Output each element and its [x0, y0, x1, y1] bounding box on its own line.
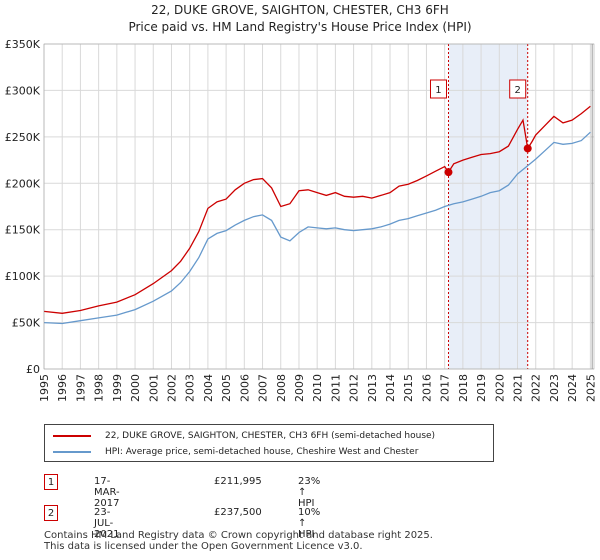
y-tick-label: £50K	[12, 317, 41, 330]
legend-label-hpi: HPI: Average price, semi-detached house,…	[105, 447, 419, 457]
x-tick-label: 2001	[147, 374, 160, 402]
annotation-date: 23-JUL-2021	[94, 507, 120, 540]
chart-title: 22, DUKE GROVE, SAIGHTON, CHESTER, CH3 6…	[151, 3, 449, 17]
footer: Contains HM Land Registry data © Crown c…	[44, 530, 433, 552]
legend: 22, DUKE GROVE, SAIGHTON, CHESTER, CH3 6…	[44, 424, 494, 462]
x-tick-label: 2010	[311, 374, 324, 402]
x-tick-label: 2022	[530, 374, 543, 402]
x-tick-label: 2024	[566, 374, 579, 402]
x-tick-label: 2007	[257, 374, 270, 402]
y-tick-label: £350K	[5, 38, 41, 51]
x-tick-label: 2009	[293, 374, 306, 402]
sale-label: 1	[435, 85, 441, 96]
y-tick-label: £200K	[5, 177, 41, 190]
y-tick-label: £150K	[5, 224, 41, 237]
x-tick-label: 1998	[93, 374, 106, 402]
sale-label-box	[429, 79, 447, 99]
annotation-price: £237,500	[214, 507, 262, 518]
annotation-date: 17-MAR-2017	[94, 476, 120, 509]
x-tick-label: 2023	[548, 374, 561, 402]
sale-label-box	[509, 79, 527, 99]
legend-item-hpi: HPI: Average price, semi-detached house,…	[53, 444, 418, 460]
x-tick-label: 2003	[184, 374, 197, 402]
annotation-badge: 1	[44, 474, 58, 490]
y-tick-label: £0	[26, 363, 40, 376]
footer-line-1: Contains HM Land Registry data © Crown c…	[44, 530, 433, 541]
x-tick-label: 2000	[129, 374, 142, 402]
chart-subtitle: Price paid vs. HM Land Registry's House …	[128, 20, 471, 34]
y-tick-label: £250K	[5, 131, 41, 144]
property-price-line	[43, 105, 591, 314]
x-tick-label: 2016	[420, 374, 433, 402]
x-tick-label: 2020	[493, 374, 506, 402]
legend-swatch-property	[53, 435, 91, 437]
legend-swatch-hpi	[53, 451, 91, 453]
x-tick-label: 2019	[475, 374, 488, 402]
annotation-badge: 2	[44, 505, 58, 521]
annotation-hpi: 10% ↑ HPI	[298, 507, 321, 540]
sale-point	[444, 168, 453, 177]
legend-item-property: 22, DUKE GROVE, SAIGHTON, CHESTER, CH3 6…	[53, 428, 435, 444]
plot-area: £0 £50K £100K £150K £200K £250K £300K £350K 1995…	[5, 38, 598, 402]
x-tick-label: 1999	[111, 374, 124, 402]
x-tick-label: 1996	[56, 374, 69, 402]
x-tick-label: 2018	[457, 374, 470, 402]
x-tick-label: 2006	[238, 374, 251, 402]
y-tick-label: £300K	[5, 84, 41, 97]
x-tick-label: 2012	[348, 374, 361, 402]
chart: 22, DUKE GROVE, SAIGHTON, CHESTER, CH3 6…	[5, 3, 598, 402]
x-tick-label: 2013	[366, 374, 379, 402]
x-tick-label: 2021	[512, 374, 525, 402]
sale-label: 2	[515, 85, 521, 96]
x-tick-label: 2014	[384, 374, 397, 402]
hpi-line	[43, 131, 591, 325]
sale-point	[523, 144, 532, 153]
y-tick-label: £100K	[5, 270, 41, 283]
x-tick-label: 2005	[220, 374, 233, 402]
x-tick-label: 2008	[275, 374, 288, 402]
annotation-hpi: 23% ↑ HPI	[298, 476, 321, 509]
x-tick-label: 2002	[165, 374, 178, 402]
x-tick-label: 2011	[329, 374, 342, 402]
annotation-price: £211,995	[214, 476, 262, 487]
x-tick-label: 2004	[202, 374, 215, 402]
x-tick-label: 2025	[584, 374, 597, 402]
legend-label-property: 22, DUKE GROVE, SAIGHTON, CHESTER, CH3 6…	[105, 431, 436, 441]
plot-frame	[43, 43, 595, 370]
footer-line-2: This data is licensed under the Open Gov…	[44, 541, 363, 552]
x-tick-label: 1997	[74, 374, 87, 402]
x-tick-label: 2017	[439, 374, 452, 402]
x-tick-label: 2015	[402, 374, 415, 402]
x-tick-label: 1995	[38, 374, 51, 402]
